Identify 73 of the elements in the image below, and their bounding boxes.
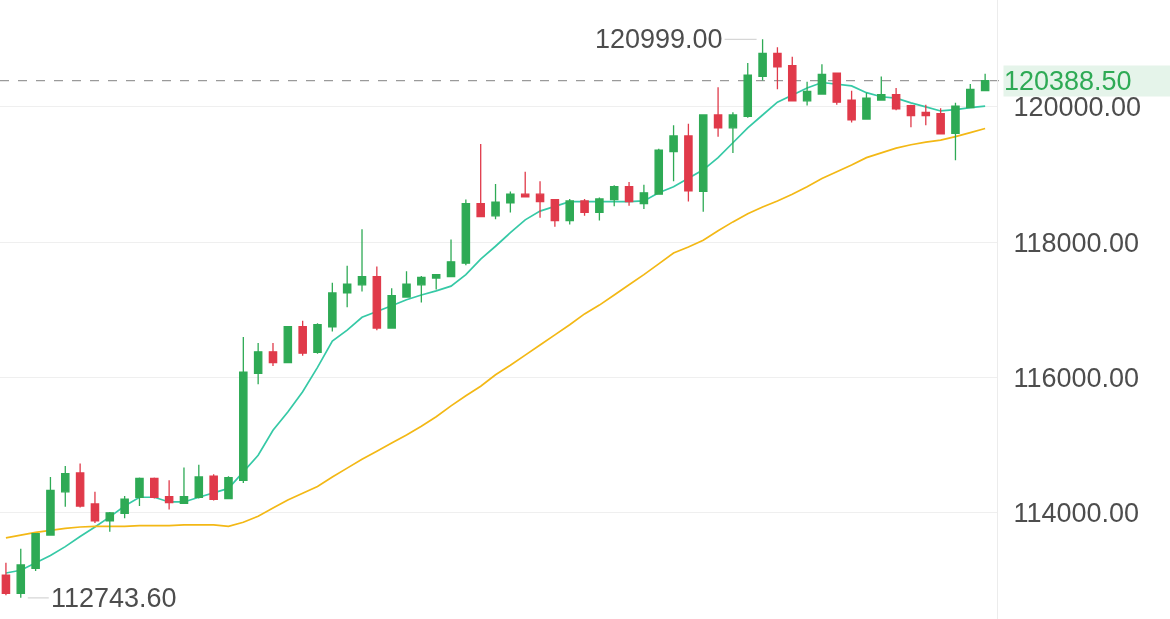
- candlestick: [446, 238, 456, 279]
- candlestick: [431, 273, 441, 291]
- candlestick: [595, 196, 604, 222]
- candlestick: [283, 325, 293, 364]
- candlestick: [135, 476, 144, 507]
- candlestick: [313, 322, 322, 355]
- candlestick: [417, 275, 426, 304]
- candlestick: [150, 476, 159, 500]
- candlestick: [624, 181, 634, 207]
- candlestick: [1, 562, 11, 596]
- candlestick: [239, 336, 248, 484]
- candlestick: [847, 90, 856, 124]
- candlestick: [90, 491, 100, 524]
- candlestick: [966, 83, 975, 109]
- candlestick: [951, 102, 960, 161]
- candlestick: [535, 180, 545, 219]
- candlestick: [328, 282, 337, 333]
- candlestick: [713, 86, 723, 138]
- candlestick: [105, 511, 115, 533]
- candlestick: [461, 198, 471, 266]
- candlestick: [550, 198, 560, 228]
- candlestick: [387, 287, 396, 330]
- candlestick: [402, 270, 411, 299]
- candlestick: [669, 124, 678, 182]
- candlestick: [698, 113, 708, 213]
- candlestick: [75, 462, 85, 509]
- candlestick: [476, 143, 485, 218]
- candlestick: [684, 123, 693, 203]
- candlestick: [16, 547, 26, 599]
- candlestick: [179, 466, 189, 505]
- candlestick: [372, 265, 382, 331]
- candlestick: [46, 476, 55, 537]
- candlestick: [342, 265, 352, 308]
- candlestick: [609, 184, 619, 207]
- candlestick: [298, 320, 307, 357]
- candlestick: [832, 71, 842, 106]
- candlestick: [194, 464, 204, 500]
- annotation: 120999.00: [595, 24, 723, 54]
- candlestick: [580, 198, 589, 217]
- candlestick: [728, 111, 738, 154]
- candlestick: [639, 184, 649, 210]
- candlestick: [31, 532, 40, 572]
- candlestick: [802, 81, 812, 107]
- candlestick: [60, 465, 70, 508]
- candlestick: [758, 38, 767, 82]
- y-tick-label: 116000.00: [1013, 362, 1140, 393]
- candlestick: [506, 190, 515, 214]
- candlestick: [654, 148, 664, 196]
- candlestick: [936, 107, 945, 136]
- line-series: [5, 81, 986, 574]
- candlestick: [357, 228, 367, 293]
- candlestick: [773, 46, 782, 90]
- candlestick: [817, 63, 827, 96]
- candlestick: [164, 479, 174, 511]
- y-tick-label: 118000.00: [1013, 227, 1140, 258]
- candlestick: [120, 495, 129, 519]
- candlestick: [862, 92, 871, 121]
- candlestick: [209, 473, 218, 502]
- candlestick: [876, 75, 886, 102]
- candlestick: [491, 183, 500, 220]
- candlestick: [253, 342, 263, 385]
- candlestick: [268, 342, 278, 367]
- y-tick-label: 114000.00: [1013, 498, 1140, 529]
- candlestick: [787, 56, 797, 103]
- line-series: [5, 127, 986, 539]
- annotation: 112743.60: [51, 583, 177, 613]
- candlestick: [520, 171, 530, 198]
- candlestick: [980, 73, 990, 92]
- candlestick: [224, 475, 233, 500]
- candlestick: [906, 104, 916, 128]
- candlestick: [891, 87, 901, 111]
- candlestick: [743, 62, 753, 119]
- candlestick: [565, 198, 574, 226]
